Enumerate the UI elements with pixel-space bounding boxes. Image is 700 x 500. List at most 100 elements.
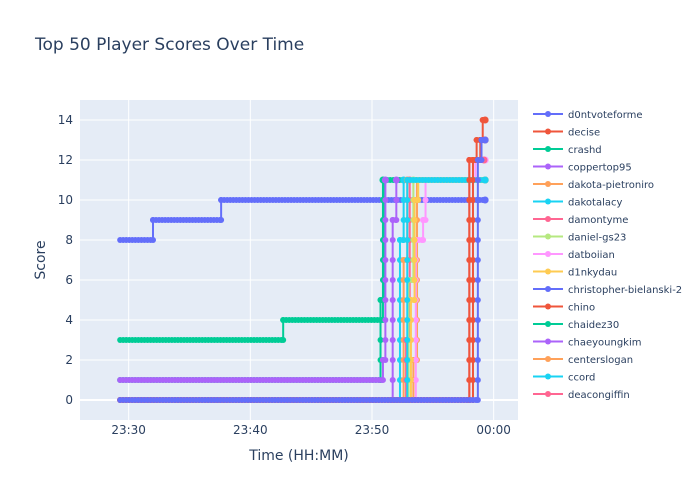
legend-item[interactable]: dakota-pietroniro — [533, 180, 654, 191]
data-point — [377, 317, 384, 323]
legend-label: deacongiffin — [568, 390, 630, 401]
legend-label: ccord — [568, 373, 595, 384]
data-point — [404, 297, 411, 303]
data-point — [412, 357, 419, 363]
legend-item[interactable]: chaidez30 — [533, 320, 619, 331]
data-point — [218, 217, 225, 223]
legend-item[interactable]: damontyme — [533, 215, 628, 226]
data-point — [469, 337, 476, 343]
data-point — [382, 257, 389, 263]
legend-item[interactable]: christopher-bielanski-2 — [533, 285, 682, 296]
legend-marker — [545, 233, 551, 240]
data-point — [474, 397, 481, 403]
y-tick-label: 2 — [65, 353, 73, 367]
x-axis-title: Time (HH:MM) — [248, 448, 349, 464]
legend-label: d0ntvoteforme — [568, 110, 643, 121]
legend-item[interactable]: decise — [533, 128, 600, 139]
data-point — [404, 337, 411, 343]
legend-label: chaeyoungkim — [568, 338, 642, 349]
data-point — [411, 237, 418, 243]
legend-item[interactable]: chino — [533, 303, 595, 314]
data-point — [389, 317, 396, 323]
legend-marker — [545, 146, 551, 152]
x-tick-label: 23:50 — [355, 423, 390, 437]
legend-item[interactable]: d0ntvoteforme — [533, 110, 643, 121]
legend-item[interactable]: crashd — [533, 145, 602, 156]
data-point — [404, 217, 411, 223]
legend-item[interactable]: ccord — [533, 373, 595, 384]
legend-item[interactable]: centerslogan — [533, 355, 633, 366]
data-point — [404, 357, 411, 363]
legend-item[interactable]: datboiian — [533, 250, 615, 261]
data-point — [469, 257, 476, 263]
data-point — [412, 377, 419, 383]
legend-label: chaidez30 — [568, 320, 619, 331]
legend-label: crashd — [568, 145, 602, 156]
plot-area — [80, 100, 518, 420]
data-point — [474, 357, 481, 363]
legend-item[interactable]: dakotalacy — [533, 198, 622, 209]
chart-title: Top 50 Player Scores Over Time — [34, 35, 304, 55]
data-point — [469, 217, 476, 223]
legend-item[interactable]: chaeyoungkim — [533, 338, 642, 349]
legend-marker — [545, 303, 551, 310]
data-point — [474, 277, 481, 283]
data-point — [389, 337, 396, 343]
data-point — [469, 277, 476, 283]
data-point — [382, 297, 389, 303]
y-axis-title: Score — [33, 240, 49, 279]
y-tick-label: 12 — [58, 153, 73, 167]
legend: d0ntvoteforme decise crashd coppertop95 dako… — [533, 110, 682, 401]
data-point — [474, 177, 481, 183]
legend-label: centerslogan — [568, 355, 633, 366]
series-line — [120, 179, 486, 401]
data-point — [150, 237, 156, 243]
data-point — [382, 277, 389, 283]
data-point — [382, 357, 389, 363]
legend-item[interactable]: daniel-gs23 — [533, 233, 626, 244]
legend-label: datboiian — [568, 250, 615, 261]
x-tick-label: 23:40 — [233, 423, 268, 437]
data-point — [382, 337, 389, 343]
data-point — [411, 297, 418, 303]
data-point — [469, 297, 476, 303]
data-point — [404, 197, 411, 203]
legend-marker — [545, 356, 551, 362]
legend-item[interactable]: d1nkydau — [533, 268, 617, 279]
data-point — [474, 257, 481, 263]
data-point — [389, 277, 396, 283]
data-point — [389, 237, 396, 243]
data-point — [411, 217, 418, 223]
series-chaidez30 — [117, 176, 387, 343]
legend-marker — [545, 128, 551, 135]
data-point — [481, 196, 489, 204]
legend-marker — [545, 216, 551, 222]
data-point — [389, 377, 396, 383]
legend-marker — [545, 163, 551, 170]
x-tick-label: 23:30 — [111, 423, 146, 437]
data-point — [381, 176, 389, 184]
data-point — [474, 377, 481, 383]
data-point — [389, 257, 396, 263]
data-point — [377, 337, 384, 343]
data-point — [280, 337, 287, 343]
data-point — [379, 377, 386, 383]
data-point — [382, 237, 389, 243]
y-tick-label: 4 — [65, 313, 73, 327]
data-point — [478, 157, 485, 163]
data-point — [382, 197, 389, 203]
data-point — [481, 116, 489, 124]
legend-item[interactable]: deacongiffin — [533, 390, 630, 401]
legend-label: coppertop95 — [568, 163, 632, 174]
y-tick-label: 6 — [65, 273, 73, 287]
data-point — [474, 197, 481, 203]
legend-label: damontyme — [568, 215, 628, 226]
legend-label: christopher-bielanski-2 — [568, 285, 682, 296]
legend-label: d1nkydau — [568, 268, 617, 279]
data-point — [422, 217, 429, 223]
legend-marker — [545, 338, 551, 345]
legend-label: daniel-gs23 — [568, 233, 626, 244]
legend-item[interactable]: coppertop95 — [533, 163, 632, 174]
data-point — [382, 217, 389, 223]
